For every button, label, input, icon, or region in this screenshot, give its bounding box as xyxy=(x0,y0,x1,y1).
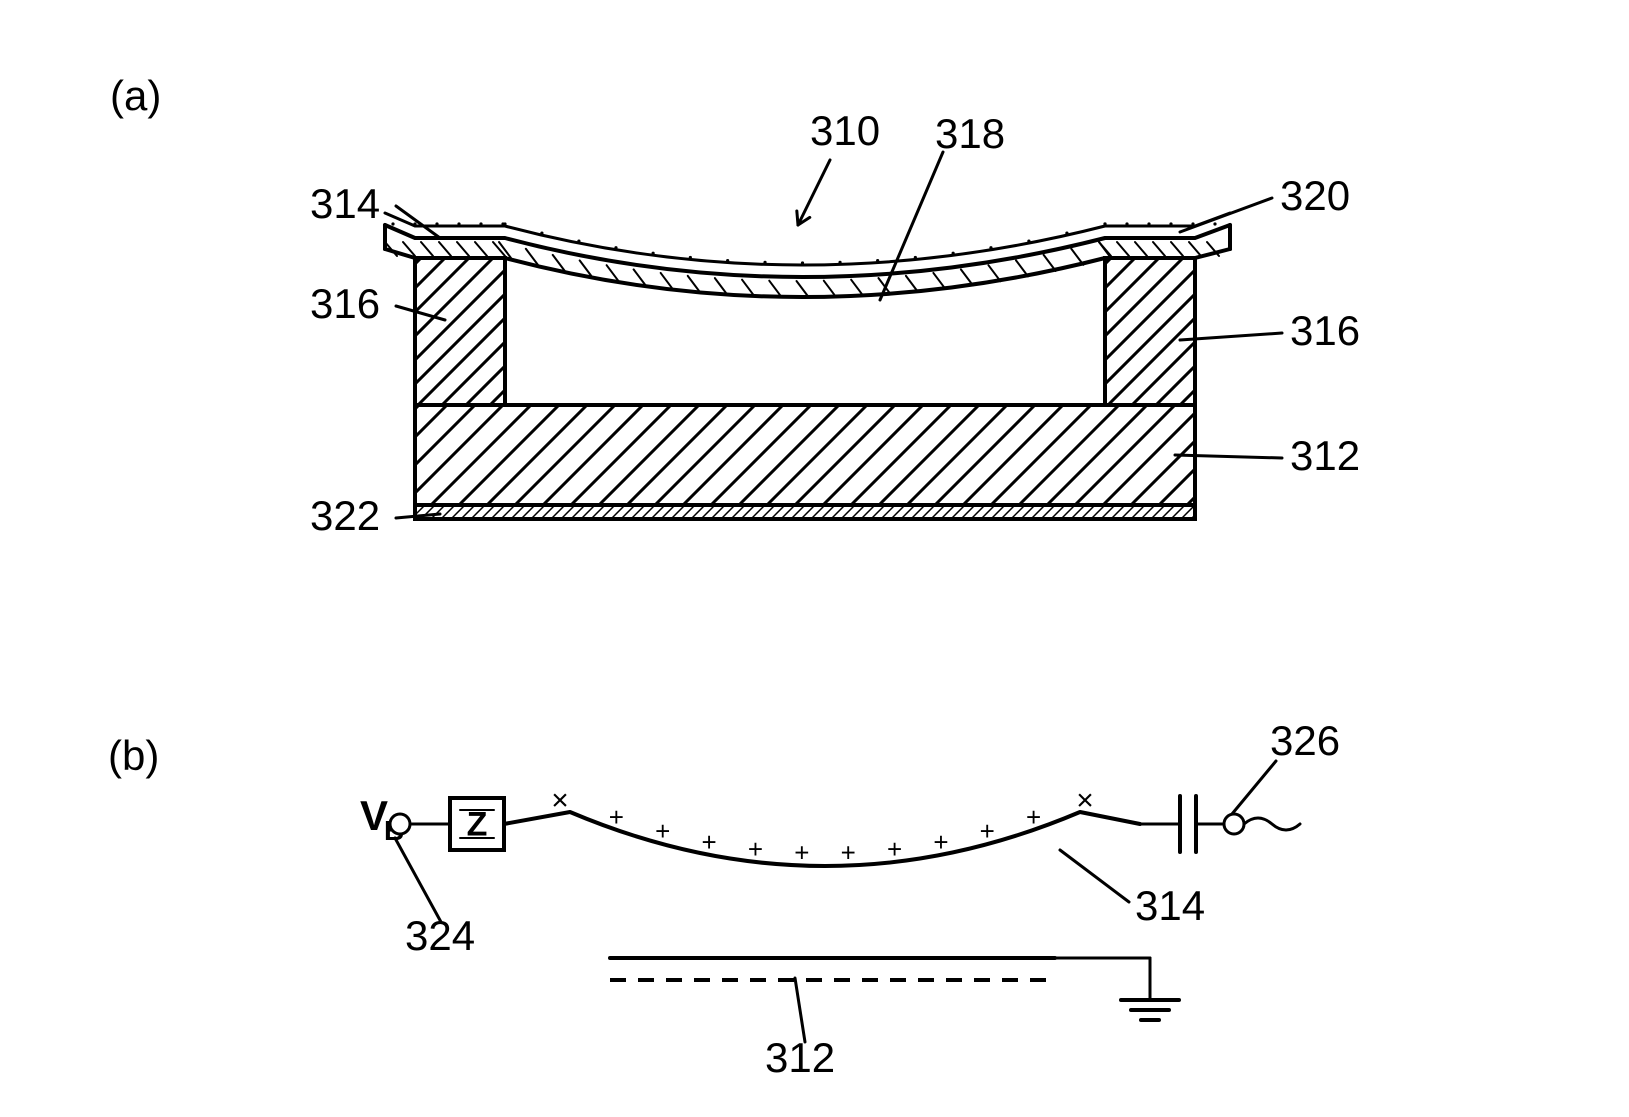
svg-text:+: + xyxy=(980,816,995,846)
svg-text:+: + xyxy=(655,816,670,846)
svg-text:320: 320 xyxy=(1280,172,1350,219)
svg-text:×: × xyxy=(1076,784,1094,817)
svg-text:314: 314 xyxy=(1135,882,1205,929)
svg-text:×: × xyxy=(551,784,569,817)
panel-label-a: (a) xyxy=(110,72,161,119)
svg-text:+: + xyxy=(933,827,948,857)
svg-text:+: + xyxy=(841,838,856,868)
svg-text:+: + xyxy=(701,827,716,857)
svg-text:322: 322 xyxy=(310,492,380,539)
membrane-curve-314 xyxy=(504,812,1140,866)
svg-text:310: 310 xyxy=(810,107,880,154)
svg-text:312: 312 xyxy=(765,1034,835,1081)
svg-text:+: + xyxy=(887,834,902,864)
panel-label-b: (b) xyxy=(108,732,159,779)
svg-text:312: 312 xyxy=(1290,432,1360,479)
svg-text:318: 318 xyxy=(935,110,1005,157)
svg-text:+: + xyxy=(794,838,809,868)
svg-text:+: + xyxy=(1026,802,1041,832)
svg-text:+: + xyxy=(748,834,763,864)
svg-text:314: 314 xyxy=(310,180,380,227)
svg-text:316: 316 xyxy=(1290,307,1360,354)
svg-text:+: + xyxy=(609,802,624,832)
svg-text:316: 316 xyxy=(310,280,380,327)
svg-text:326: 326 xyxy=(1270,717,1340,764)
